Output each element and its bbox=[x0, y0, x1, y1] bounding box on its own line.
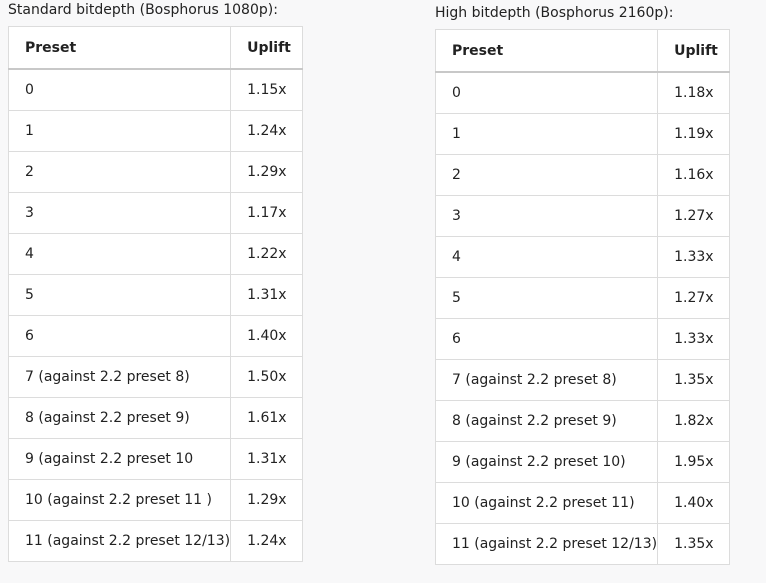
cell: 1.24x bbox=[230, 520, 304, 562]
cell: 1.27x bbox=[657, 277, 731, 319]
cell: 3 bbox=[434, 195, 659, 237]
header-cell: Uplift bbox=[657, 29, 731, 73]
cell: 1 bbox=[7, 110, 232, 152]
cell: 9 (against 2.2 preset 10 bbox=[7, 438, 232, 480]
cell: 1.29x bbox=[230, 151, 304, 193]
cell: 1.35x bbox=[657, 359, 731, 401]
cell: 1.17x bbox=[230, 192, 304, 234]
row: 7 (against 2.2 preset 8) 1.50x bbox=[7, 356, 304, 398]
caption: Standard bitdepth (Bosphorus 1080p): bbox=[8, 2, 278, 18]
row: 9 (against 2.2 preset 10) 1.95x bbox=[434, 441, 731, 483]
row: 4 1.33x bbox=[434, 236, 731, 278]
cell: 1.16x bbox=[657, 154, 731, 196]
cell: 2 bbox=[434, 154, 659, 196]
cell: 9 (against 2.2 preset 10) bbox=[434, 441, 659, 483]
row: 4 1.22x bbox=[7, 233, 304, 275]
row: 1 1.19x bbox=[434, 113, 731, 155]
cell: 1.22x bbox=[230, 233, 304, 275]
cell: 6 bbox=[434, 318, 659, 360]
row: 8 (against 2.2 preset 9) 1.61x bbox=[7, 397, 304, 439]
row: 3 1.27x bbox=[434, 195, 731, 237]
row: 2 1.29x bbox=[7, 151, 304, 193]
row: 5 1.27x bbox=[434, 277, 731, 319]
cell: 10 (against 2.2 preset 11) bbox=[434, 482, 659, 524]
table-block: High bitdepth (Bosphorus 2160p): Preset Up… bbox=[434, 3, 731, 565]
cell: 1.40x bbox=[657, 482, 731, 524]
row: 6 1.40x bbox=[7, 315, 304, 357]
cell: 1.40x bbox=[230, 315, 304, 357]
row: 10 (against 2.2 preset 11 ) 1.29x bbox=[7, 479, 304, 521]
row: 9 (against 2.2 preset 10 1.31x bbox=[7, 438, 304, 480]
cell: 6 bbox=[7, 315, 232, 357]
cell: 1.19x bbox=[657, 113, 731, 155]
header-cell: Uplift bbox=[230, 26, 304, 70]
cell: 1.31x bbox=[230, 438, 304, 480]
row: 6 1.33x bbox=[434, 318, 731, 360]
cell: 1.33x bbox=[657, 236, 731, 278]
cell: 0 bbox=[7, 68, 232, 111]
cell: 0 bbox=[434, 71, 659, 114]
row: 1 1.24x bbox=[7, 110, 304, 152]
cell: 11 (against 2.2 preset 12/13) bbox=[434, 523, 659, 565]
cell: 1.50x bbox=[230, 356, 304, 398]
cell: 5 bbox=[7, 274, 232, 316]
header-cell: Preset bbox=[7, 26, 232, 70]
cell: 1.29x bbox=[230, 479, 304, 521]
cell: 1 bbox=[434, 113, 659, 155]
row: 8 (against 2.2 preset 9) 1.82x bbox=[434, 400, 731, 442]
cell: 1.27x bbox=[657, 195, 731, 237]
row: 5 1.31x bbox=[7, 274, 304, 316]
table: Preset Uplift 0 1.15x 1 1.24x 2 1.29x 3 1.17x 4 1.2… bbox=[7, 26, 304, 562]
header-row: Preset Uplift bbox=[434, 29, 731, 73]
cell: 1.61x bbox=[230, 397, 304, 439]
cell: 2 bbox=[7, 151, 232, 193]
table: Preset Uplift 0 1.18x 1 1.19x 2 1.16x 3 1.27x 4 1.3… bbox=[434, 29, 731, 565]
row: 11 (against 2.2 preset 12/13) 1.24x bbox=[7, 520, 304, 562]
cell: 11 (against 2.2 preset 12/13) bbox=[7, 520, 232, 562]
cell: 7 (against 2.2 preset 8) bbox=[7, 356, 232, 398]
cell: 1.31x bbox=[230, 274, 304, 316]
cell: 1.82x bbox=[657, 400, 731, 442]
cell: 1.95x bbox=[657, 441, 731, 483]
row: 0 1.15x bbox=[7, 68, 304, 111]
cell: 7 (against 2.2 preset 8) bbox=[434, 359, 659, 401]
cell: 8 (against 2.2 preset 9) bbox=[434, 400, 659, 442]
caption: High bitdepth (Bosphorus 2160p): bbox=[435, 5, 674, 21]
cell: 4 bbox=[7, 233, 232, 275]
row: 7 (against 2.2 preset 8) 1.35x bbox=[434, 359, 731, 401]
cell: 1.33x bbox=[657, 318, 731, 360]
cell: 1.18x bbox=[657, 71, 731, 114]
cell: 1.24x bbox=[230, 110, 304, 152]
cell: 5 bbox=[434, 277, 659, 319]
table-block: Standard bitdepth (Bosphorus 1080p): Pres… bbox=[7, 0, 304, 562]
cell: 1.15x bbox=[230, 68, 304, 111]
cell: 4 bbox=[434, 236, 659, 278]
header-cell: Preset bbox=[434, 29, 659, 73]
cell: 8 (against 2.2 preset 9) bbox=[7, 397, 232, 439]
row: 2 1.16x bbox=[434, 154, 731, 196]
header-row: Preset Uplift bbox=[7, 26, 304, 70]
row: 3 1.17x bbox=[7, 192, 304, 234]
cell: 10 (against 2.2 preset 11 ) bbox=[7, 479, 232, 521]
cell: 1.35x bbox=[657, 523, 731, 565]
row: 11 (against 2.2 preset 12/13) 1.35x bbox=[434, 523, 731, 565]
row: 0 1.18x bbox=[434, 71, 731, 114]
row: 10 (against 2.2 preset 11) 1.40x bbox=[434, 482, 731, 524]
cell: 3 bbox=[7, 192, 232, 234]
